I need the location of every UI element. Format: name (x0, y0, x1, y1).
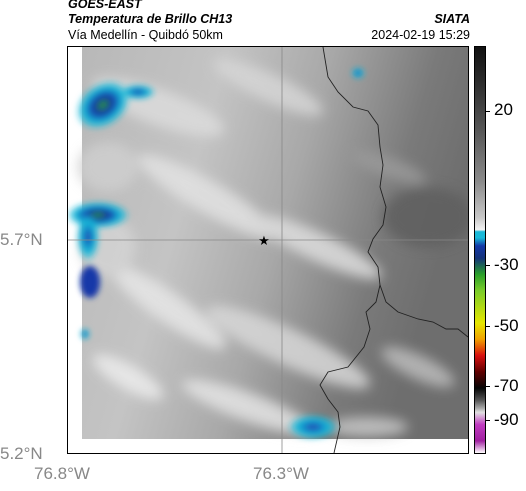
colorbar-tick-minus90: -90 (494, 410, 519, 429)
colorbar-tick-mark (486, 265, 490, 266)
cold-cloud-areas (68, 67, 365, 440)
map-panel: ★ (67, 46, 469, 454)
lat-label-5-2: 5.2°N (0, 444, 43, 463)
subtitle-route: Vía Medellín - Quibdó 50km (68, 28, 223, 42)
colorbar-tick-mark (486, 326, 490, 327)
colorbar-tick-20: 20 (494, 100, 513, 119)
star-icon: ★ (258, 234, 270, 249)
title-product: Temperatura de Brillo CH13 (68, 12, 233, 26)
lon-label-76-8: 76.8°W (34, 464, 90, 483)
colorbar-tick-mark (486, 420, 490, 421)
lat-label-5-7: 5.7°N (0, 230, 43, 249)
colorbar-tick-minus70: -70 (494, 376, 519, 395)
satellite-image: ★ (68, 47, 468, 453)
boundary-line (322, 47, 468, 338)
organization-label: SIATA (434, 12, 470, 26)
colorbar-tick-minus30: -30 (494, 255, 519, 274)
colorbar (474, 46, 486, 454)
colorbar-tick-mark (486, 111, 490, 112)
datetime-label: 2024-02-19 15:29 (371, 28, 470, 42)
lon-label-76-3: 76.3°W (253, 464, 309, 483)
title-satellite: GOES-EAST (68, 0, 142, 11)
colorbar-tick-minus50: -50 (494, 316, 519, 335)
colorbar-tick-mark (486, 386, 490, 387)
boundary-line-south (319, 284, 381, 453)
